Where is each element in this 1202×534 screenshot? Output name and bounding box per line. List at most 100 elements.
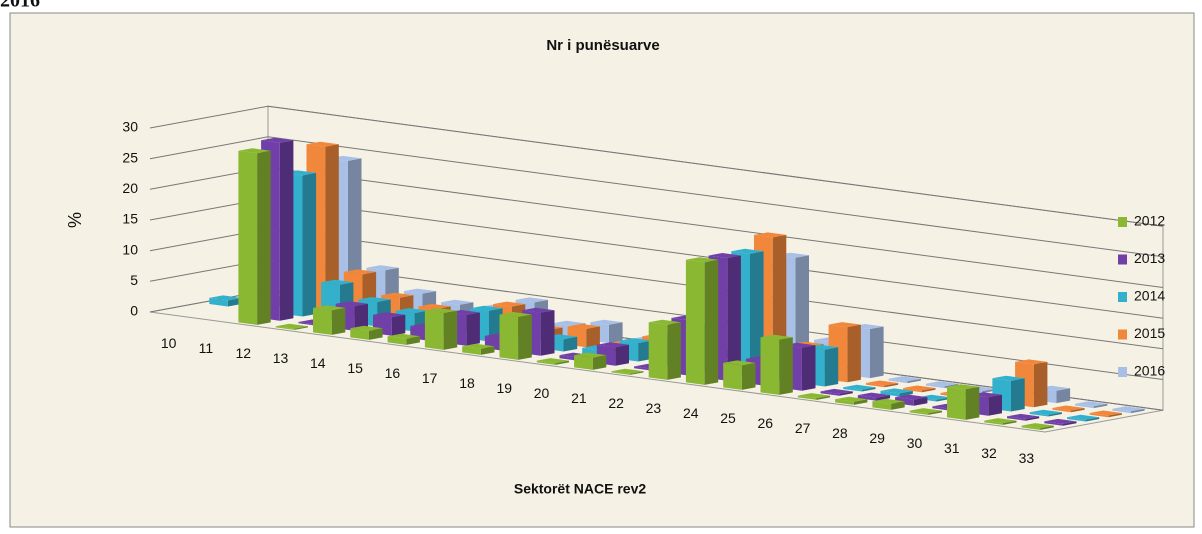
bar (723, 362, 742, 390)
x-tick-label: 29 (869, 430, 885, 446)
x-tick-label: 19 (496, 380, 512, 396)
bar-top (1021, 423, 1054, 429)
x-tick-label: 27 (795, 420, 811, 436)
bar-side (354, 303, 368, 331)
bar-side (988, 394, 1002, 416)
bar-top (343, 269, 377, 275)
bar-top (522, 307, 555, 313)
bar-side (615, 344, 629, 366)
x-tick-label: 31 (944, 440, 960, 456)
bar (611, 371, 630, 375)
bar (820, 391, 840, 396)
bar (925, 383, 945, 389)
bar-side (406, 336, 420, 345)
bar-side (1093, 403, 1108, 409)
bar-side (801, 345, 816, 391)
bar (634, 366, 653, 371)
bar (1067, 417, 1086, 422)
bar-side (1002, 420, 1017, 425)
bar (387, 336, 407, 345)
x-tick-label: 13 (273, 350, 289, 366)
y-tick-label: 20 (122, 180, 138, 196)
bar (872, 401, 892, 410)
bar (865, 383, 885, 388)
bar-top (335, 301, 368, 307)
y-tick-label: 15 (122, 211, 138, 227)
bar-top (462, 343, 495, 349)
x-tick-label: 26 (758, 415, 774, 431)
bar-top (424, 308, 458, 314)
bar-side (1033, 361, 1048, 408)
bar (835, 399, 854, 405)
bar-top (596, 342, 629, 348)
bar-top (567, 323, 600, 329)
bar-top (395, 308, 428, 314)
bar-top (381, 292, 414, 298)
legend-swatch (1118, 329, 1127, 340)
bar-side (630, 371, 644, 375)
bar-top (895, 394, 928, 400)
x-tick-label: 28 (832, 425, 848, 441)
bar-side (1062, 421, 1077, 426)
legend-label: 2013 (1134, 250, 1165, 266)
bar-side (518, 314, 532, 360)
x-tick-label: 11 (199, 340, 214, 356)
bar (1052, 408, 1071, 413)
x-tick-label: 24 (683, 405, 699, 421)
bar (880, 390, 900, 397)
bar-top (209, 295, 242, 301)
x-tick-label: 23 (646, 400, 662, 416)
legend-swatch (1118, 367, 1127, 377)
bar-side (443, 310, 458, 350)
legend-swatch (1118, 217, 1127, 227)
bar-side (839, 391, 853, 396)
bar-side (750, 251, 764, 377)
bar (648, 322, 668, 380)
bar-top (499, 312, 532, 317)
bar-top (857, 392, 891, 398)
bar-top (358, 297, 391, 302)
bar-top (835, 396, 868, 402)
bar-side (884, 383, 899, 388)
bar-top (306, 141, 339, 147)
bar-top (619, 338, 652, 344)
bar-side (981, 388, 996, 394)
bar-top (791, 341, 824, 347)
bar-top (261, 137, 294, 143)
bar (1075, 403, 1094, 409)
bar-side (257, 150, 271, 325)
bar-top (1044, 418, 1077, 424)
bar (559, 355, 579, 361)
bar (1029, 412, 1049, 417)
bar (275, 326, 295, 330)
x-tick-label: 22 (608, 395, 624, 411)
bar (298, 322, 318, 326)
bar-side (1108, 413, 1122, 418)
bar (984, 420, 1003, 425)
chart-frame (9, 12, 1195, 528)
bar-top (888, 376, 921, 382)
legend-label: 2015 (1134, 325, 1165, 341)
bar-side (741, 362, 756, 390)
bar-top (553, 320, 586, 326)
bar-side (586, 326, 600, 348)
y-tick-label: 0 (130, 303, 138, 319)
bar-top (366, 265, 399, 271)
bar (499, 314, 519, 360)
bar-top (1089, 410, 1122, 416)
x-axis-label: Sektorët NACE rev2 (514, 481, 646, 497)
bar (1112, 408, 1131, 414)
chart-title: Nr i punësuarve (546, 37, 659, 54)
bar-top (403, 288, 437, 294)
bar-top (872, 398, 905, 404)
bar (313, 307, 332, 335)
bar-side (913, 397, 928, 406)
bar-top (611, 368, 644, 374)
bar-top (238, 148, 271, 154)
bar-top (470, 305, 503, 311)
legend-label: 2014 (1134, 288, 1165, 304)
bar-top (820, 388, 853, 394)
x-tick-label: 20 (534, 385, 550, 401)
bar-side (608, 322, 623, 344)
